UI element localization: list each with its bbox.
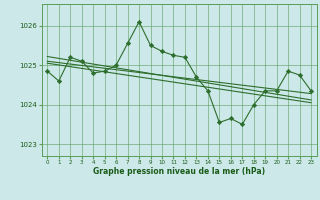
X-axis label: Graphe pression niveau de la mer (hPa): Graphe pression niveau de la mer (hPa) xyxy=(93,167,265,176)
